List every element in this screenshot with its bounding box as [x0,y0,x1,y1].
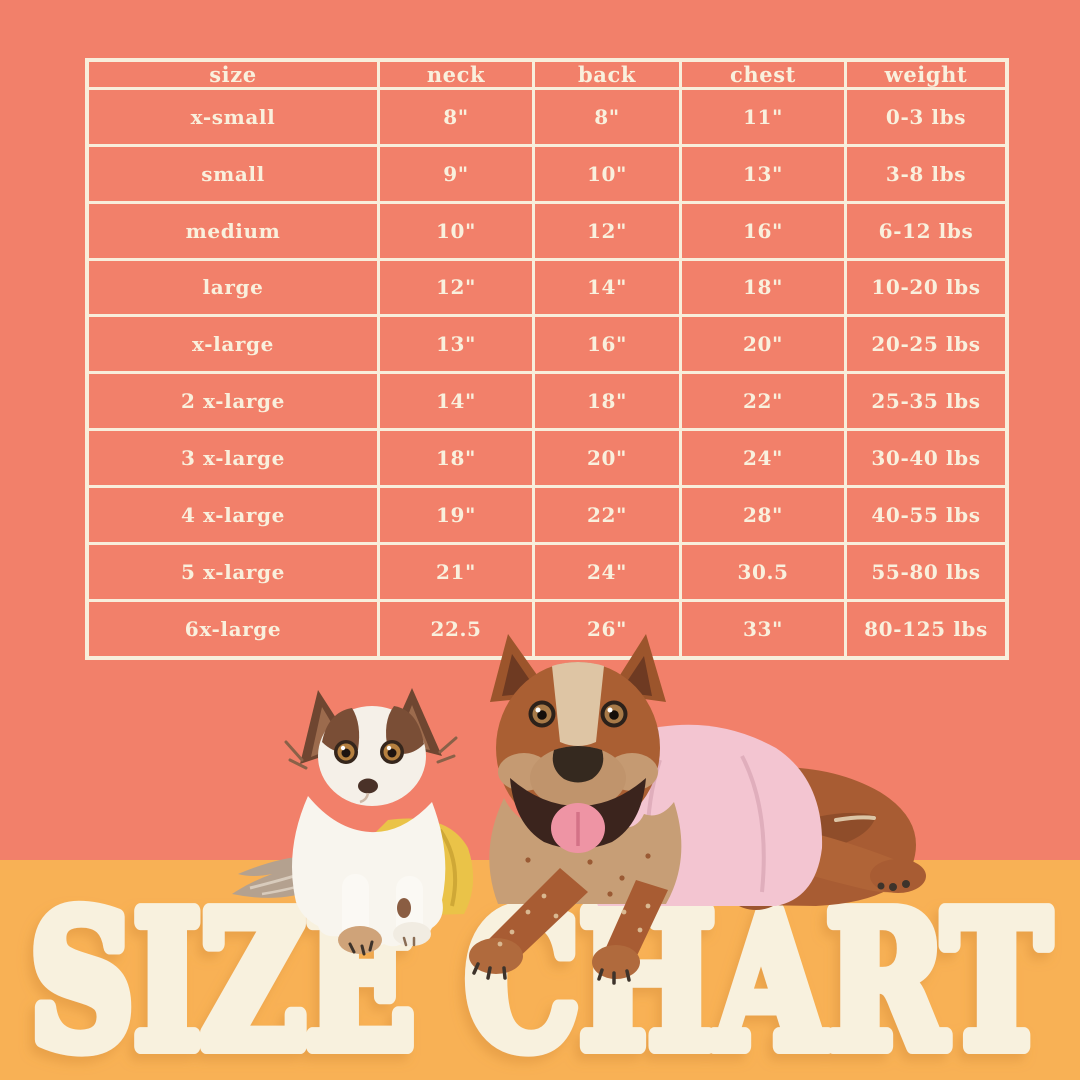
cattle-dog-eyes [528,700,628,728]
column-header: back [532,58,682,90]
column-header: chest [679,58,847,90]
value-cell: 28" [679,484,847,545]
size-table: size neck back chest weight x-small 8" 8" 11" 0-… [85,58,1009,660]
value-cell: 21" [377,541,535,602]
cattle-dog-muzzle [530,746,626,810]
value-cell: 8" [532,87,682,147]
table-row: 2 x-large 14" 18" 22" 25-35 lbs [85,371,1009,432]
value-cell: 10-20 lbs [844,257,1009,318]
value-cell: 24" [679,428,847,488]
value-cell: 24" [532,541,682,602]
value-cell: 14" [377,371,535,432]
value-cell: 25-35 lbs [844,371,1009,432]
column-header: neck [377,58,535,90]
size-cell: 5 x-large [85,541,380,602]
table-row: medium 10" 12" 16" 6-12 lbs [85,200,1009,261]
value-cell: 13" [679,143,847,204]
value-cell: 22" [532,484,682,545]
chihuahua-nose [358,778,378,794]
cattle-dog-nose [552,746,604,783]
table-row: 3 x-large 18" 20" 24" 30-40 lbs [85,428,1009,488]
size-cell: x-large [85,314,380,375]
size-cell: 2 x-large [85,371,380,432]
value-cell: 12" [377,257,535,318]
value-cell: 80-125 lbs [844,598,1009,660]
value-cell: 14" [532,257,682,318]
value-cell: 13" [377,314,535,375]
value-cell: 18" [532,371,682,432]
table-row: 4 x-large 19" 22" 28" 40-55 lbs [85,484,1009,545]
value-cell: 33" [679,598,847,660]
value-cell: 20-25 lbs [844,314,1009,375]
value-cell: 26" [532,598,682,660]
value-cell: 18" [377,428,535,488]
cattle-dog-tongue [551,803,605,853]
cattle-dog-head [496,662,660,834]
value-cell: 12" [532,200,682,261]
column-header: weight [844,58,1009,90]
bottom-band [0,860,1080,1080]
value-cell: 22.5 [377,598,535,660]
table-row: x-large 13" 16" 20" 20-25 lbs [85,314,1009,375]
table-row: 5 x-large 21" 24" 30.5 55-80 lbs [85,541,1009,602]
size-cell: small [85,143,380,204]
chihuahua-eyes [334,740,404,764]
value-cell: 20" [679,314,847,375]
value-cell: 30.5 [679,541,847,602]
value-cell: 8" [377,87,535,147]
value-cell: 10" [377,200,535,261]
table-row: large 12" 14" 18" 10-20 lbs [85,257,1009,318]
size-cell: large [85,257,380,318]
cattle-dog-tail [780,812,876,849]
chihuahua-ears [284,688,458,770]
chihuahua-left-patch [322,708,360,753]
value-cell: 6-12 lbs [844,200,1009,261]
table-row: small 9" 10" 13" 3-8 lbs [85,143,1009,204]
size-cell: medium [85,200,380,261]
cattle-dog-mouth [510,778,646,849]
column-header: size [85,58,380,90]
value-cell: 18" [679,257,847,318]
value-cell: 3-8 lbs [844,143,1009,204]
chihuahua-right-patch [386,706,424,754]
size-table-header-row: size neck back chest weight [85,58,1009,90]
value-cell: 16" [679,200,847,261]
value-cell: 30-40 lbs [844,428,1009,488]
value-cell: 40-55 lbs [844,484,1009,545]
cattle-dog-blaze [552,662,604,746]
value-cell: 16" [532,314,682,375]
value-cell: 19" [377,484,535,545]
size-cell: x-small [85,87,380,147]
size-cell: 3 x-large [85,428,380,488]
size-table-body: x-small 8" 8" 11" 0-3 lbs small 9" 10" 13" 3-8 lb… [85,87,1009,660]
value-cell: 10" [532,143,682,204]
chihuahua-head [318,706,426,806]
size-cell: 6x-large [85,598,380,660]
table-row: x-small 8" 8" 11" 0-3 lbs [85,87,1009,147]
value-cell: 22" [679,371,847,432]
value-cell: 55-80 lbs [844,541,1009,602]
value-cell: 11" [679,87,847,147]
value-cell: 20" [532,428,682,488]
value-cell: 9" [377,143,535,204]
value-cell: 0-3 lbs [844,87,1009,147]
table-row: 6x-large 22.5 26" 33" 80-125 lbs [85,598,1009,660]
size-cell: 4 x-large [85,484,380,545]
